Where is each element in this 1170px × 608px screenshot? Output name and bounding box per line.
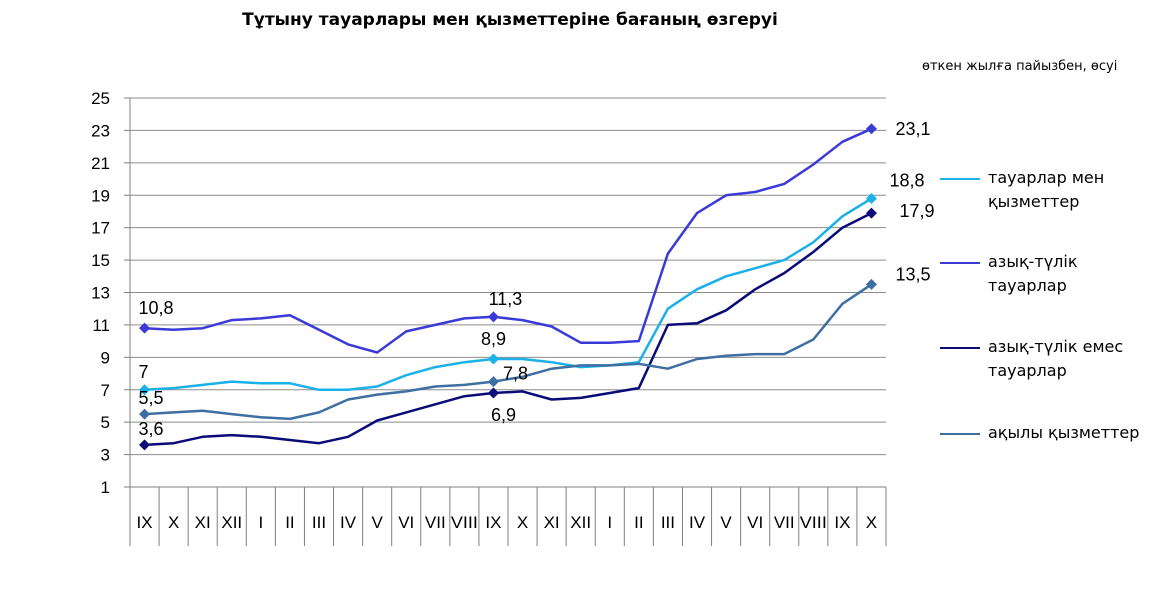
data-point-marker [487,376,499,388]
y-tick-label: 23 [91,121,110,140]
y-tick-label: 19 [91,186,110,205]
legend-swatch [940,347,980,349]
y-tick-label: 11 [92,316,110,335]
y-tick-label: 17 [91,219,110,238]
x-tick-label: II [285,513,294,532]
data-point-marker [487,353,499,365]
x-tick-label: IX [834,513,850,532]
y-tick-label: 1 [101,478,110,497]
x-tick-label: V [720,513,732,532]
data-label: 7,8 [503,364,528,384]
y-tick-label: 9 [101,348,110,367]
y-tick-label: 13 [91,284,110,303]
series-line [143,197,873,392]
x-tick-label: III [312,513,326,532]
x-tick-label: VII [425,513,446,532]
y-tick-label: 5 [101,413,110,432]
data-point-marker [139,439,151,451]
legend-label: азық-түлік тауарлар [988,252,1078,295]
legend-label: ақылы қызметтер [988,423,1140,442]
data-point-marker [865,123,877,135]
data-label: 18,8 [889,170,924,190]
chart-title: Тұтыну тауарлары мен қызметтеріне бағаны… [242,10,778,30]
data-point-marker [487,311,499,323]
legend-swatch [940,262,980,264]
x-tick-label: IX [485,513,501,532]
x-tick-label: XI [544,513,560,532]
y-tick-label: 7 [101,381,110,400]
legend-swatch [940,178,980,180]
chart-subtitle: өткен жылға пайызбен, өсуі [922,59,1118,74]
x-tick-label: XII [570,513,591,532]
data-point-marker [139,322,151,334]
data-label: 8,9 [481,329,506,349]
data-point-marker [487,387,499,399]
x-tick-label: VI [747,513,763,532]
data-point-marker [865,207,877,219]
series-line [143,211,873,447]
x-tick-label: II [634,513,643,532]
x-tick-label: VIII [451,513,478,532]
y-tick-label: 15 [91,251,110,270]
x-tick-label: IX [137,513,153,532]
x-tick-label: VI [398,513,414,532]
data-label: 5,5 [139,388,164,408]
legend-label: азық-түлік емес тауарлар [988,337,1124,380]
data-point-marker [139,384,151,396]
data-point-marker [139,408,151,420]
data-point-marker [865,278,877,290]
series-line [143,127,873,354]
data-label: 23,1 [895,119,930,139]
data-label: 10,8 [139,298,174,318]
series-line [143,283,873,421]
data-label: 13,5 [895,264,930,284]
x-tick-label: XI [195,513,211,532]
legend-swatch [940,433,980,435]
data-label: 17,9 [899,201,934,221]
x-tick-label: X [866,513,877,532]
x-tick-label: XII [221,513,242,532]
y-tick-label: 25 [91,89,110,108]
legend-label: тауарлар мен қызметтер [988,168,1105,211]
y-tick-label: 3 [101,446,110,465]
x-tick-label: V [371,513,383,532]
data-point-marker [865,192,877,204]
x-tick-label: X [517,513,528,532]
x-tick-label: I [258,513,263,532]
x-tick-label: I [607,513,612,532]
x-tick-label: X [168,513,179,532]
data-label: 11,3 [489,289,523,309]
data-label: 7 [139,362,149,382]
x-tick-label: IV [689,513,706,532]
x-tick-label: IV [340,513,357,532]
x-tick-label: III [661,513,675,532]
data-label: 6,9 [491,405,516,425]
data-label: 3,6 [139,419,164,439]
x-tick-label: VIII [800,513,827,532]
y-tick-label: 21 [91,154,110,173]
x-tick-label: VII [774,513,795,532]
